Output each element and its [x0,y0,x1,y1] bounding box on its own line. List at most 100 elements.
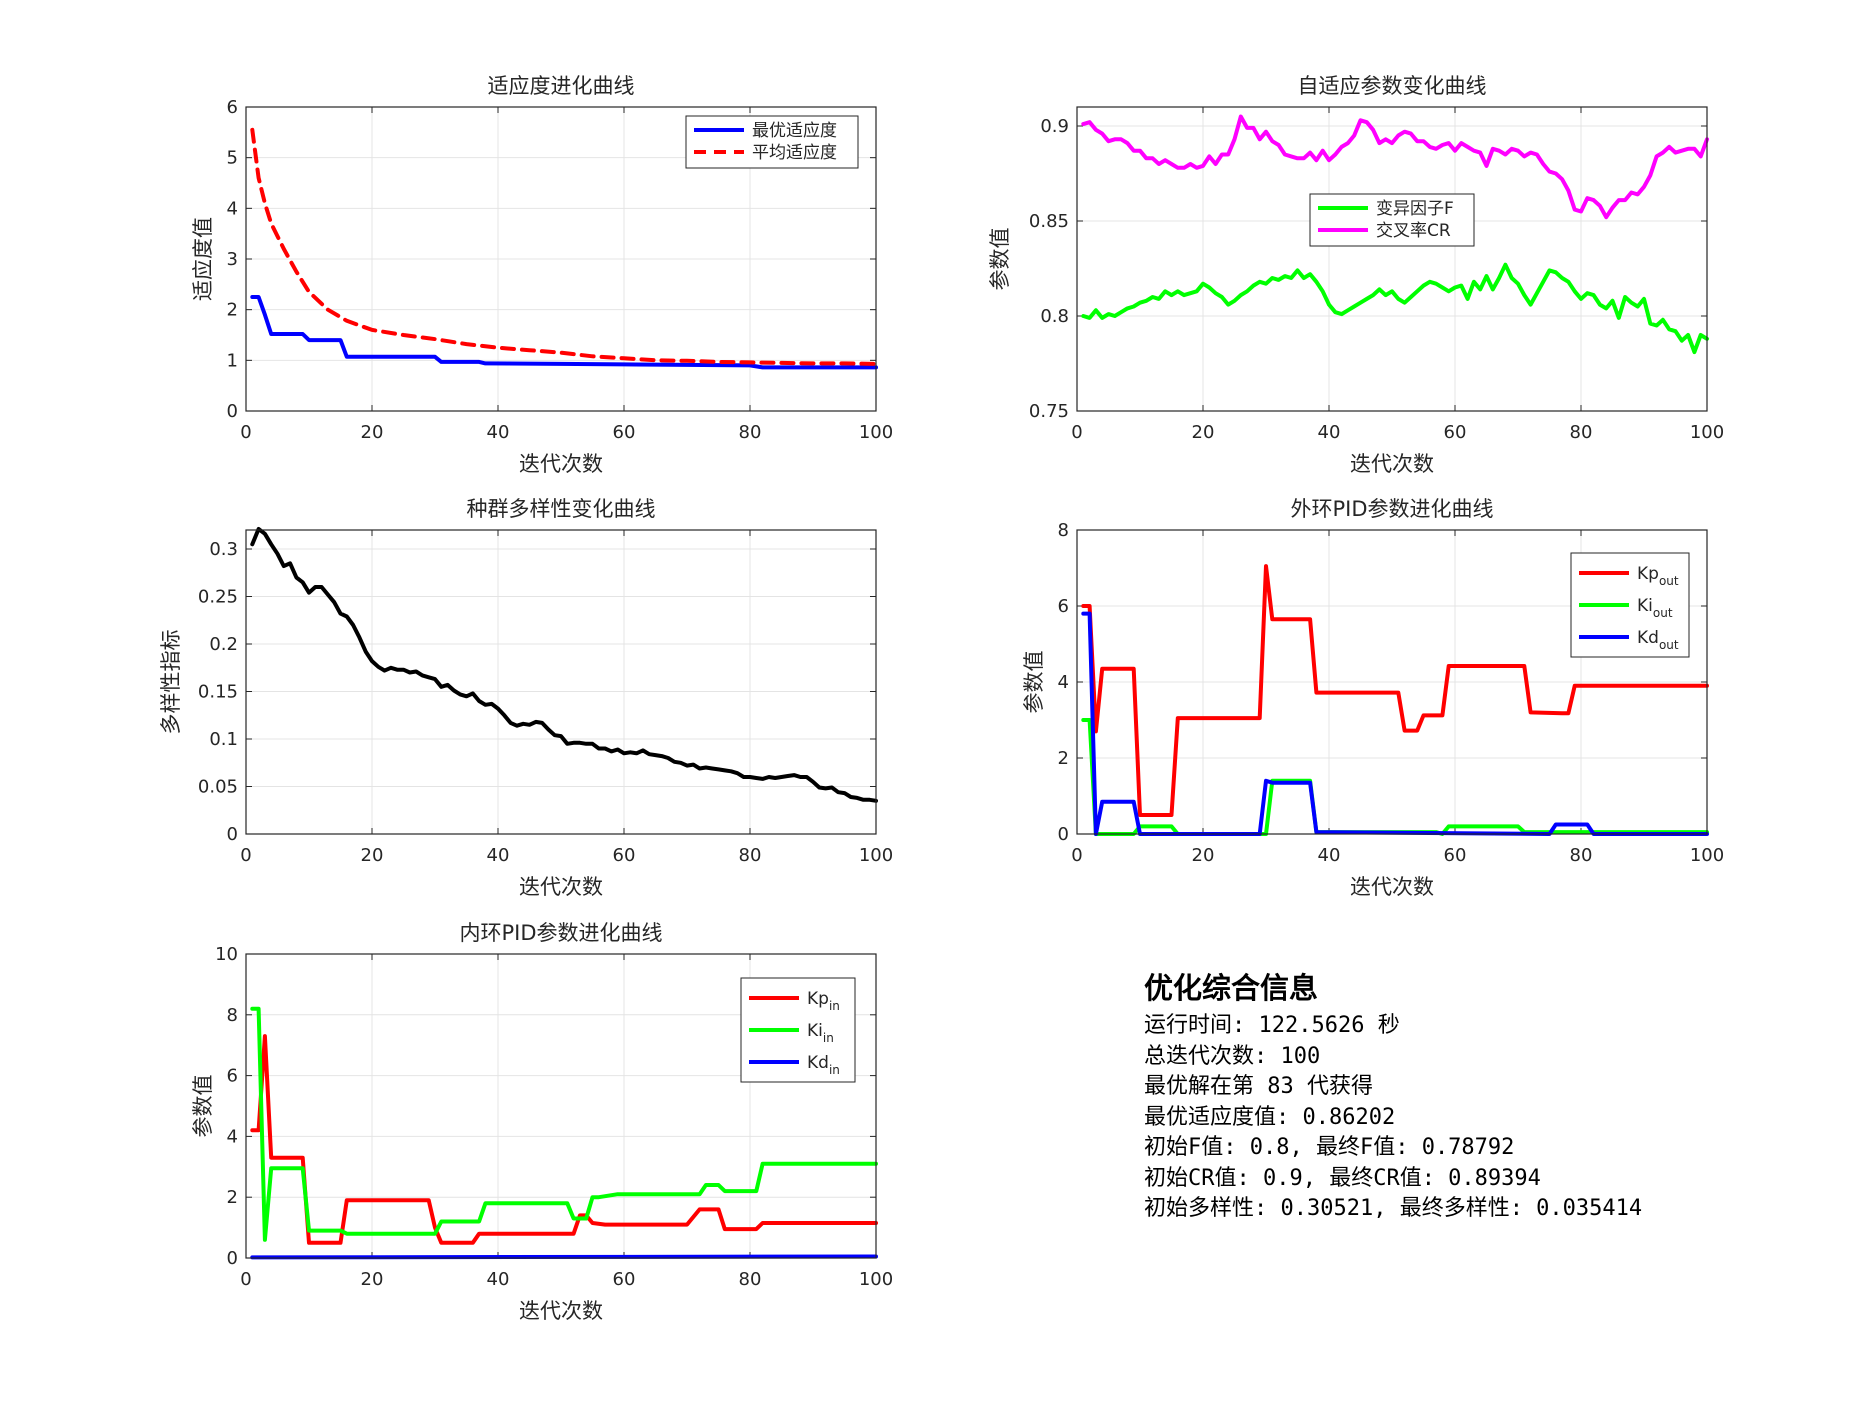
plot-area [246,530,876,834]
x-tick-label: 20 [361,845,384,866]
x-axis-label: 迭代次数 [519,1299,603,1323]
y-tick-label: 0.2 [209,634,238,655]
chart-title: 种群多样性变化曲线 [467,497,656,521]
summary-cr-values: 初始CR值: 0.9, 最终CR值: 0.89394 [1144,1165,1541,1191]
y-tick-label: 6 [227,97,238,118]
x-tick-label: 80 [1570,422,1593,443]
y-tick-label: 2 [1058,748,1069,769]
y-tick-label: 10 [215,944,238,965]
series-line-diversity [250,527,878,803]
x-tick-label: 60 [1444,422,1467,443]
y-tick-label: 4 [227,198,238,219]
y-tick-label: 2 [227,300,238,321]
y-axis-label: 多样性指标 [159,630,183,735]
legend-box [685,115,859,169]
y-axis-label: 参数值 [988,228,1012,291]
series-line-kp-out [1081,564,1709,817]
legend-label: 交叉率CR [1376,221,1451,241]
x-tick-label: 0 [1071,422,1082,443]
y-tick-label: 5 [227,148,238,169]
series-line-变异因子f [1081,262,1709,355]
y-tick-label: 0 [227,401,238,422]
y-axis-label: 适应度值 [191,217,215,301]
y-tick-label: 0.85 [1029,211,1069,232]
x-axis-label: 迭代次数 [519,875,603,899]
series-line-kd-out [1081,611,1709,836]
axes-frame [245,953,877,1259]
y-axis-label: 参数值 [1022,651,1046,714]
summary-diversity: 初始多样性: 0.30521, 最终多样性: 0.035414 [1144,1196,1643,1221]
axes-frame [1076,529,1708,835]
x-tick-label: 80 [739,845,762,866]
legend-label: 平均适应度 [752,143,837,163]
chart-title: 外环PID参数进化曲线 [1290,497,1493,521]
y-tick-label: 0.15 [198,682,238,703]
x-tick-label: 100 [859,1269,893,1290]
series-line-平均适应度 [250,127,878,366]
axes-frame [245,106,877,412]
summary-best-fitness: 最优适应度值: 0.86202 [1144,1104,1396,1130]
series-line-ki-in [250,1006,878,1242]
series-line-交叉率cr [1081,114,1709,220]
x-tick-label: 0 [240,1269,251,1290]
summary-f-values: 初始F值: 0.8, 最终F值: 0.78792 [1144,1135,1515,1160]
x-tick-label: 20 [1192,845,1215,866]
y-tick-label: 1 [227,350,238,371]
chart-title: 内环PID参数进化曲线 [459,921,662,945]
y-tick-label: 0 [227,824,238,845]
summary-title: 优化综合信息 [1144,971,1319,1005]
axes-frame [245,529,877,835]
x-tick-label: 80 [739,422,762,443]
legend-box [1309,193,1475,247]
x-axis-label: 迭代次数 [519,452,603,476]
y-tick-label: 0.9 [1040,116,1069,137]
y-tick-label: 4 [227,1126,238,1147]
x-tick-label: 100 [1690,845,1724,866]
legend-label: 最优适应度 [752,121,837,141]
y-axis-label: 参数值 [191,1075,215,1138]
y-tick-label: 0.05 [198,777,238,798]
x-tick-label: 60 [613,422,636,443]
summary-total-iterations: 总迭代次数: 100 [1144,1043,1321,1069]
chart-title: 自适应参数变化曲线 [1298,74,1487,98]
chart-title: 适应度进化曲线 [488,74,635,98]
x-tick-label: 0 [240,845,251,866]
x-tick-label: 20 [361,422,384,443]
x-tick-label: 40 [487,845,510,866]
y-tick-label: 0 [1058,824,1069,845]
x-tick-label: 60 [1444,845,1467,866]
y-tick-label: 6 [1058,596,1069,617]
x-tick-label: 40 [487,1269,510,1290]
y-tick-label: 4 [1058,672,1069,693]
x-tick-label: 20 [1192,422,1215,443]
x-tick-label: 60 [613,1269,636,1290]
chart-diversity: 0 20 40 60 80 100 0 0.05 0.1 0.15 0.2 0.25 0.3 种群多样性变… [159,497,893,899]
y-tick-label: 0.3 [209,539,238,560]
x-tick-label: 100 [859,422,893,443]
y-tick-label: 0 [227,1248,238,1269]
y-tick-label: 8 [1058,520,1069,541]
y-tick-label: 3 [227,249,238,270]
x-axis-label: 迭代次数 [1350,875,1434,899]
legend-label: 变异因子F [1376,199,1454,219]
axes-frame [1076,106,1708,412]
x-tick-label: 100 [1690,422,1724,443]
y-tick-label: 6 [227,1066,238,1087]
x-tick-label: 100 [859,845,893,866]
y-tick-label: 0.25 [198,587,238,608]
x-tick-label: 40 [1318,845,1341,866]
x-tick-label: 80 [739,1269,762,1290]
x-tick-label: 80 [1570,845,1593,866]
x-tick-label: 40 [487,422,510,443]
y-tick-label: 0.75 [1029,401,1069,422]
summary-runtime: 运行时间: 122.5626 秒 [1144,1013,1400,1038]
y-tick-label: 2 [227,1187,238,1208]
series-line-kd-in [250,1254,878,1260]
